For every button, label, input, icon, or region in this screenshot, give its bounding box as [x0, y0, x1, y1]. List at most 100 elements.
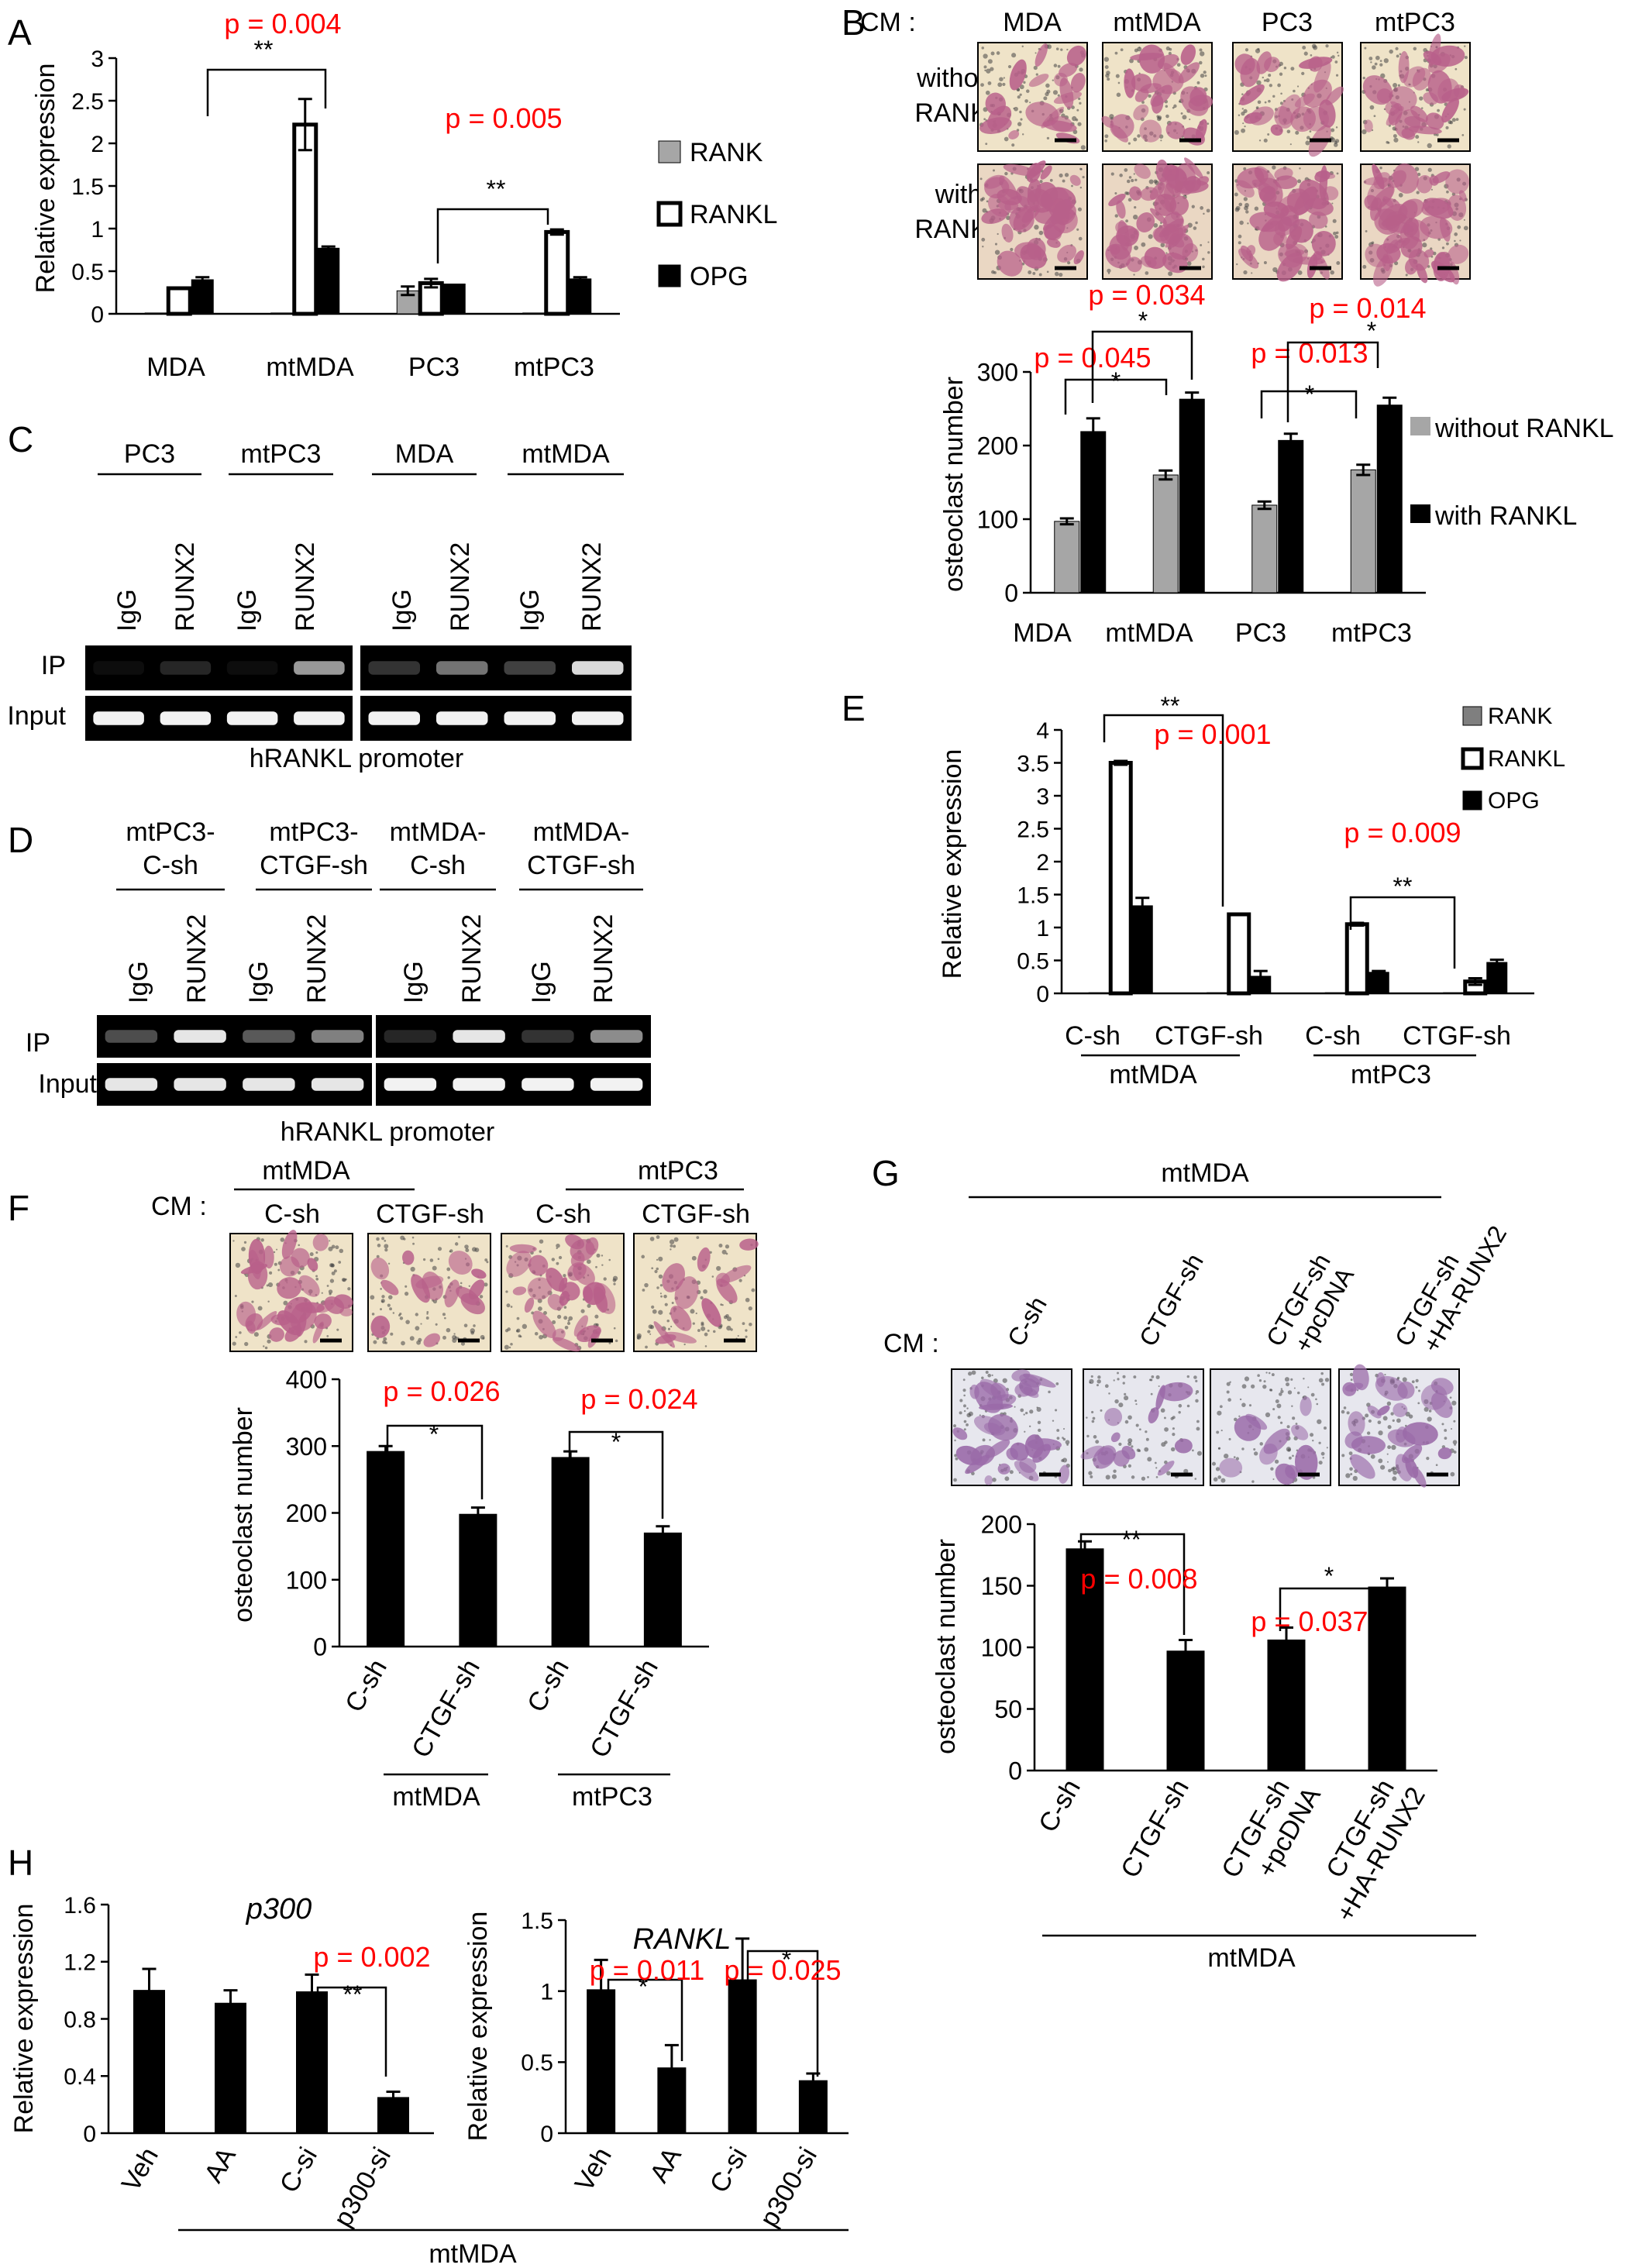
legend-label: RANK [1488, 704, 1552, 729]
speckle [667, 1327, 670, 1330]
speckle [1052, 90, 1059, 95]
speckle [1350, 1378, 1353, 1382]
y-axis-label: osteoclast number [931, 1539, 961, 1754]
osteoclast-cell [701, 1298, 721, 1327]
speckle [1264, 101, 1267, 104]
speckle [507, 1327, 511, 1331]
speckle [1207, 122, 1210, 125]
speckle [1138, 1449, 1141, 1452]
x-tick-label: C-si [704, 2142, 753, 2197]
osteoclast-cell [1397, 1381, 1415, 1399]
speckle [1134, 178, 1138, 181]
osteoclast-cell [1275, 1463, 1296, 1485]
osteoclast-cell [277, 1310, 301, 1336]
speckle [1161, 1442, 1166, 1447]
osteoclast-cell [1124, 68, 1136, 98]
gel-band [384, 1030, 437, 1043]
y-axis-label: osteoclast number [229, 1407, 258, 1623]
speckle [979, 177, 983, 181]
speckle [1288, 1456, 1292, 1460]
osteoclast-cell [444, 1279, 460, 1308]
y-tick-label: 0 [1008, 1757, 1022, 1785]
speckle [1153, 179, 1158, 184]
speckle [444, 1316, 446, 1320]
panel-letter-F: F [8, 1188, 29, 1228]
osteoclast-cell [739, 1238, 759, 1251]
osteoclast-cell [1295, 1444, 1318, 1480]
image-column-label: CTGF-sh [376, 1199, 484, 1229]
image-column-label: MDA [1003, 8, 1062, 37]
legend-label: with RANKL [1434, 501, 1577, 531]
speckle [691, 1255, 697, 1261]
speckle [660, 1295, 663, 1298]
speckle [274, 1262, 277, 1266]
speckle [954, 1439, 956, 1442]
gel-band [384, 1078, 437, 1091]
osteoclast-cell [1421, 198, 1451, 216]
speckle [446, 1267, 451, 1272]
speckle [1352, 1475, 1358, 1482]
speckle [1346, 1411, 1350, 1415]
osteoclast-cell [1097, 1447, 1115, 1465]
gel-band [294, 661, 345, 675]
speckle [1096, 1379, 1101, 1384]
speckle [1377, 1420, 1382, 1425]
speckle [269, 1271, 273, 1275]
ip-label: IP [26, 1028, 50, 1058]
speckle [1165, 252, 1168, 254]
speckle [1416, 191, 1420, 194]
speckle [1168, 271, 1173, 277]
stain-image [633, 1233, 759, 1352]
significance-stars: * [1324, 1562, 1334, 1590]
speckle [1272, 1408, 1275, 1411]
speckle [1418, 1389, 1420, 1392]
speckle [1320, 1371, 1324, 1375]
speckle [1113, 1469, 1117, 1473]
significance-stars: ** [1122, 1526, 1141, 1554]
lane-label: RUNX2 [302, 914, 332, 1003]
speckle [1277, 83, 1281, 88]
speckle [556, 1243, 560, 1248]
speckle [1062, 1427, 1065, 1430]
osteoclast-cell [1070, 73, 1086, 93]
speckle [338, 1261, 342, 1264]
speckle [1286, 129, 1291, 134]
speckle [1104, 139, 1107, 143]
speckle [390, 1332, 394, 1336]
speckle [505, 1290, 508, 1293]
significance-bracket [1260, 390, 1358, 418]
speckle [1019, 84, 1024, 90]
gel-band [311, 1078, 364, 1091]
speckle [1241, 128, 1246, 133]
bar [1486, 962, 1508, 994]
speckle [1265, 1371, 1268, 1374]
speckle [1088, 1471, 1093, 1475]
speckle [1292, 1454, 1294, 1458]
speckle [333, 1269, 337, 1273]
speckle [1243, 197, 1248, 201]
cm-label: CM : [151, 1192, 207, 1221]
speckle [437, 1258, 440, 1261]
speckle [962, 1378, 966, 1382]
speckle [1415, 135, 1420, 139]
y-tick-label: 200 [977, 432, 1018, 460]
speckle [1202, 257, 1205, 261]
osteoclast-cell [1300, 1396, 1312, 1416]
speckle [1203, 71, 1207, 74]
osteoclast-cell [1003, 163, 1037, 177]
speckle [1244, 202, 1249, 208]
bar [1108, 761, 1133, 996]
y-tick-label: 1.5 [1017, 883, 1049, 908]
gel-band [226, 661, 278, 675]
lane-label: RUNX2 [589, 914, 618, 1003]
speckle [1113, 1379, 1115, 1382]
speckle [1186, 1404, 1190, 1408]
speckle [1145, 271, 1149, 275]
speckle [1127, 198, 1132, 202]
significance-bracket [746, 1950, 819, 2077]
gel-band [572, 711, 624, 725]
speckle [721, 1249, 727, 1254]
speckle [726, 1316, 732, 1322]
speckle [673, 1237, 679, 1242]
speckle [983, 118, 986, 121]
